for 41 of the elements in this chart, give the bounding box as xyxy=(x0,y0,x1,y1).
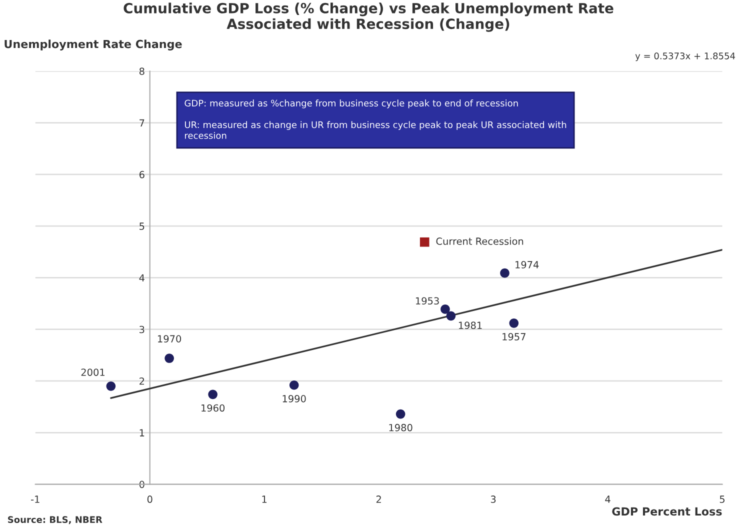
point xyxy=(509,318,519,328)
x-tick-label: 0 xyxy=(147,496,152,503)
point xyxy=(164,354,174,363)
y-tick-label: 4 xyxy=(139,274,144,282)
x-tick-label: -1 xyxy=(31,496,40,503)
chart-title: Cumulative GDP Loss (% Change) vs Peak Unemployment Rate Associated with Recession (Change) xyxy=(124,2,614,32)
point xyxy=(500,268,510,278)
annotation: 2001 xyxy=(81,368,104,376)
x-tick-label: 2 xyxy=(376,496,381,503)
y-tick-label: 5 xyxy=(140,222,144,230)
x-tick-label: 4 xyxy=(605,496,610,503)
point xyxy=(420,237,430,247)
x-tick-label: 1 xyxy=(262,496,267,503)
x-axis-title: GDP Percent Loss xyxy=(612,507,722,516)
point xyxy=(440,304,450,314)
y-tick-label: 1 xyxy=(140,429,144,436)
annotation: 1980 xyxy=(389,424,412,432)
x-tick-label: 5 xyxy=(720,496,725,503)
text: GDP: measured as %change from business cycle peak to end of recession UR: measured as change in UR from business cycle peak to peak UR associated with recession xyxy=(184,100,566,139)
source-note: Source: BLS, NBER xyxy=(8,516,102,524)
point xyxy=(289,380,299,390)
annotation: 1990 xyxy=(282,395,306,402)
y-tick-label: 7 xyxy=(140,119,144,126)
annotation: 1981 xyxy=(458,322,482,330)
annotation: 1960 xyxy=(202,404,225,412)
point xyxy=(106,382,116,391)
annotation: 1957 xyxy=(502,333,526,340)
annotation: 1970 xyxy=(158,335,182,342)
point xyxy=(208,390,218,400)
text: y = 0.5373x + 1.8554 xyxy=(635,52,736,62)
y-tick-label: 2 xyxy=(140,377,144,385)
y-tick-label: 6 xyxy=(139,170,144,178)
annotation: 1953 xyxy=(416,297,439,305)
y-axis-title: Unemployment Rate Change xyxy=(4,40,182,50)
annotation: 1974 xyxy=(516,261,539,268)
point xyxy=(446,311,456,321)
series-label: Current Recession xyxy=(436,237,524,245)
y-tick-label: 8 xyxy=(139,68,144,75)
y-tick-label: 3 xyxy=(140,326,144,334)
x-tick-label: 3 xyxy=(490,496,496,503)
point xyxy=(396,409,406,419)
